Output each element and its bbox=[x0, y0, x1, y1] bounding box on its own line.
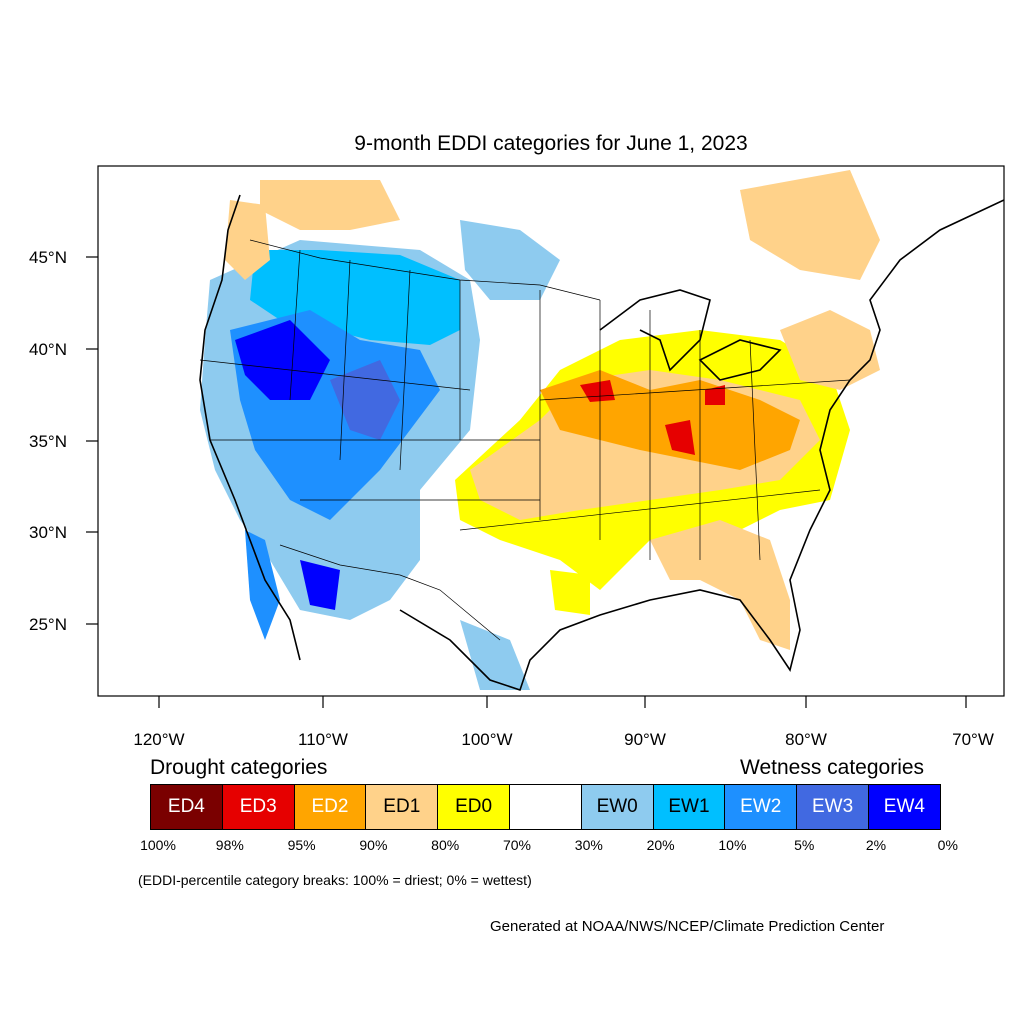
region-illinois-ed3 bbox=[665, 420, 695, 455]
region-louisiana-ed0 bbox=[550, 570, 590, 615]
legend-category-box: EW4 bbox=[867, 784, 941, 830]
map-frame bbox=[97, 165, 1005, 697]
legend-colorbar: ED4 ED3 ED2 ED1 ED0 EW0 EW1 EW2 EW3 EW4 bbox=[150, 784, 941, 830]
region-northeast-ed1 bbox=[780, 310, 880, 390]
legend-category-box: EW0 bbox=[580, 784, 654, 830]
legend-percent-label: 30% bbox=[574, 837, 603, 853]
state-lines bbox=[199, 249, 851, 561]
lat-axis-labels: 45°N 40°N 35°N 30°N 25°N bbox=[29, 248, 67, 634]
border-us-mexico bbox=[279, 544, 501, 641]
legend-percent-label: 95% bbox=[287, 837, 316, 853]
map-field bbox=[200, 170, 880, 690]
lon-label: 110°W bbox=[298, 730, 348, 749]
legend-category-box bbox=[508, 784, 582, 830]
legend-note: (EDDI-percentile category breaks: 100% =… bbox=[138, 872, 532, 888]
lat-label: 35°N bbox=[29, 432, 67, 451]
great-lakes bbox=[599, 289, 782, 381]
legend-category-box: EW1 bbox=[652, 784, 726, 830]
map-title: 9-month EDDI categories for June 1, 2023 bbox=[354, 132, 748, 155]
legend-percent-label: 2% bbox=[865, 837, 887, 853]
legend-percent-label: 70% bbox=[502, 837, 532, 853]
lat-label: 25°N bbox=[29, 615, 67, 634]
lon-label: 100°W bbox=[461, 730, 512, 749]
legend-drought-heading: Drought categories bbox=[150, 756, 328, 779]
lat-label: 45°N bbox=[29, 248, 67, 267]
region-baja-wet bbox=[245, 530, 280, 640]
region-ohio-ed3 bbox=[705, 385, 725, 405]
legend-category-box: ED4 bbox=[150, 784, 223, 830]
lon-axis-labels: 120°W 110°W 100°W 90°W 80°W 70°W bbox=[133, 730, 993, 749]
credit-line: Generated at NOAA/NWS/NCEP/Climate Predi… bbox=[490, 918, 885, 935]
lat-label: 40°N bbox=[29, 340, 67, 359]
legend-category-box: ED0 bbox=[437, 784, 510, 830]
legend-percent-label: 90% bbox=[359, 837, 388, 853]
region-utah-very-wet bbox=[235, 320, 330, 400]
legend-percent-label: 10% bbox=[718, 837, 747, 853]
region-canada-west-ed1 bbox=[260, 180, 400, 230]
region-iowa-ed3 bbox=[580, 380, 615, 402]
legend-category-box: EW3 bbox=[796, 784, 869, 830]
region-canada-east-ed1 bbox=[740, 170, 880, 280]
legend-category-box: ED3 bbox=[221, 784, 295, 830]
legend-percent-label: 0% bbox=[937, 837, 958, 853]
lon-label: 70°W bbox=[952, 730, 994, 749]
lon-label: 120°W bbox=[133, 730, 184, 749]
region-mexico-wet bbox=[300, 560, 340, 610]
region-texas-coast-wet bbox=[460, 620, 530, 690]
legend-percent-label: 100% bbox=[140, 837, 176, 853]
legend-category-box: EW2 bbox=[724, 784, 798, 830]
legend-category-box: ED1 bbox=[365, 784, 439, 830]
legend-percent-label: 98% bbox=[215, 837, 244, 853]
legend-percent-label: 80% bbox=[431, 837, 460, 853]
lon-label: 80°W bbox=[785, 730, 827, 749]
lat-label: 30°N bbox=[29, 523, 67, 542]
region-northern-plains-wet bbox=[460, 220, 560, 300]
axis-ticks bbox=[86, 256, 967, 708]
legend-percent-label: 5% bbox=[794, 837, 815, 853]
region-washington-ed1 bbox=[225, 200, 270, 280]
map-borders bbox=[199, 239, 851, 641]
legend-wetness-heading: Wetness categories bbox=[740, 756, 925, 779]
lon-label: 90°W bbox=[624, 730, 666, 749]
legend-percent-label: 20% bbox=[646, 837, 675, 853]
region-southeast-ed1 bbox=[650, 520, 790, 650]
legend-category-box: ED2 bbox=[293, 784, 367, 830]
coastline-gulf-atlantic bbox=[399, 199, 1004, 692]
